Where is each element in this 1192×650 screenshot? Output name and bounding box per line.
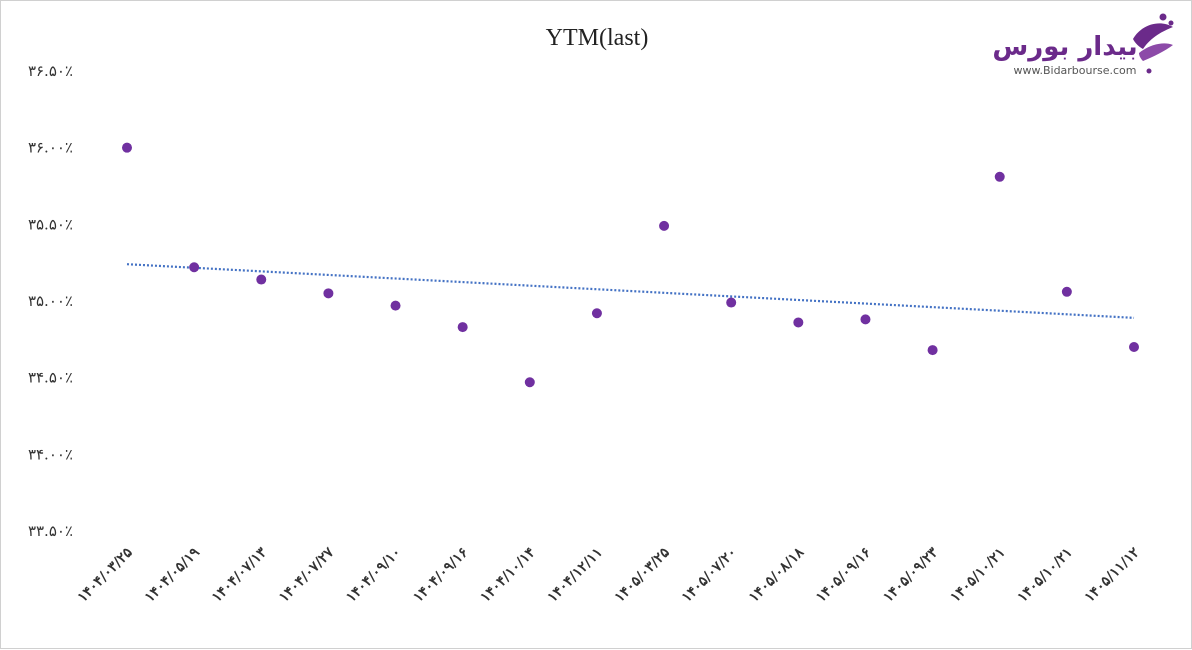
data-points (122, 142, 1139, 388)
brand-url: www.Bidarbourse.com (1013, 64, 1136, 77)
data-point (189, 262, 200, 273)
x-tick-label: ۱۴۰۵/۰۹/۲۳ (880, 544, 941, 605)
x-tick-label: ۱۴۰۴/۰۹/۱۶ (410, 545, 471, 606)
brand-logo-icon (1133, 13, 1174, 74)
brand-name: بیدار بورس (992, 32, 1137, 62)
y-tick-label: ۳۴.۰۰٪ (28, 445, 73, 463)
data-point (524, 377, 535, 388)
data-point (323, 288, 334, 299)
x-tick-label: ۱۴۰۴/۰۳/۲۵ (75, 544, 136, 605)
y-tick-label: ۳۶.۵۰٪ (28, 62, 73, 80)
data-point (122, 142, 132, 153)
x-tick-label: ۱۴۰۴/۰۵/۱۹ (142, 544, 203, 605)
x-tick-label: ۱۴۰۴/۰۷/۱۳ (209, 544, 270, 605)
trendline (126, 263, 1135, 319)
data-point (726, 297, 737, 308)
x-tick-label: ۱۴۰۵/۰۹/۱۶ (813, 545, 874, 606)
x-tick-label: ۱۴۰۵/۰۷/۲۰ (679, 545, 740, 606)
y-tick-label: ۳۳.۵۰٪ (28, 522, 73, 540)
x-tick-label: ۱۴۰۵/۰۳/۲۵ (612, 544, 673, 605)
data-point (390, 300, 401, 311)
chart-title: YTM(last) (546, 25, 649, 51)
data-point (591, 308, 602, 319)
data-point (256, 274, 267, 285)
data-point (927, 345, 938, 356)
x-tick-label: ۱۴۰۵/۰۸/۱۸ (746, 544, 807, 605)
y-axis-ticks: ۳۶.۵۰٪ ۳۶.۰۰٪ ۳۵.۵۰٪ ۳۵.۰۰٪ ۳۴.۵۰٪ ۳۴.۰۰٪ ۳۳.۵… (28, 62, 73, 540)
data-point (1129, 342, 1139, 352)
x-tick-label: ۱۴۰۴/۱۲/۱۱ (545, 545, 606, 606)
y-tick-label: ۳۵.۵۰٪ (28, 215, 73, 233)
x-tick-label: ۱۴۰۵/۱۰/۲۱ (947, 545, 1008, 606)
x-axis-ticks: ۱۴۰۴/۰۳/۲۵ ۱۴۰۴/۰۵/۱۹ ۱۴۰۴/۰۷/۱۳ ۱۴۰۴/۰۷/۲۷… (75, 544, 1143, 605)
data-point (793, 317, 804, 328)
x-tick-label: ۱۴۰۵/۱۰/۲۱ (1015, 545, 1076, 606)
data-point (457, 322, 468, 333)
y-tick-label: ۳۶.۰۰٪ (28, 139, 73, 157)
y-tick-label: ۳۵.۰۰٪ (28, 292, 73, 310)
y-tick-label: ۳۴.۵۰٪ (28, 369, 73, 387)
data-point (1061, 286, 1072, 297)
x-tick-label: ۱۴۰۴/۰۹/۱۰ (343, 545, 404, 606)
x-tick-label: ۱۴۰۴/۰۷/۲۷ (276, 544, 337, 605)
brand-logo: بیدار بورس www.Bidarbourse.com (992, 13, 1174, 77)
x-tick-label: ۱۴۰۵/۱۱/۱۲ (1082, 544, 1143, 605)
x-tick-label: ۱۴۰۴/۱۰/۱۴ (478, 545, 539, 606)
data-point (994, 171, 1005, 182)
data-point (659, 220, 670, 231)
data-point (860, 314, 871, 325)
